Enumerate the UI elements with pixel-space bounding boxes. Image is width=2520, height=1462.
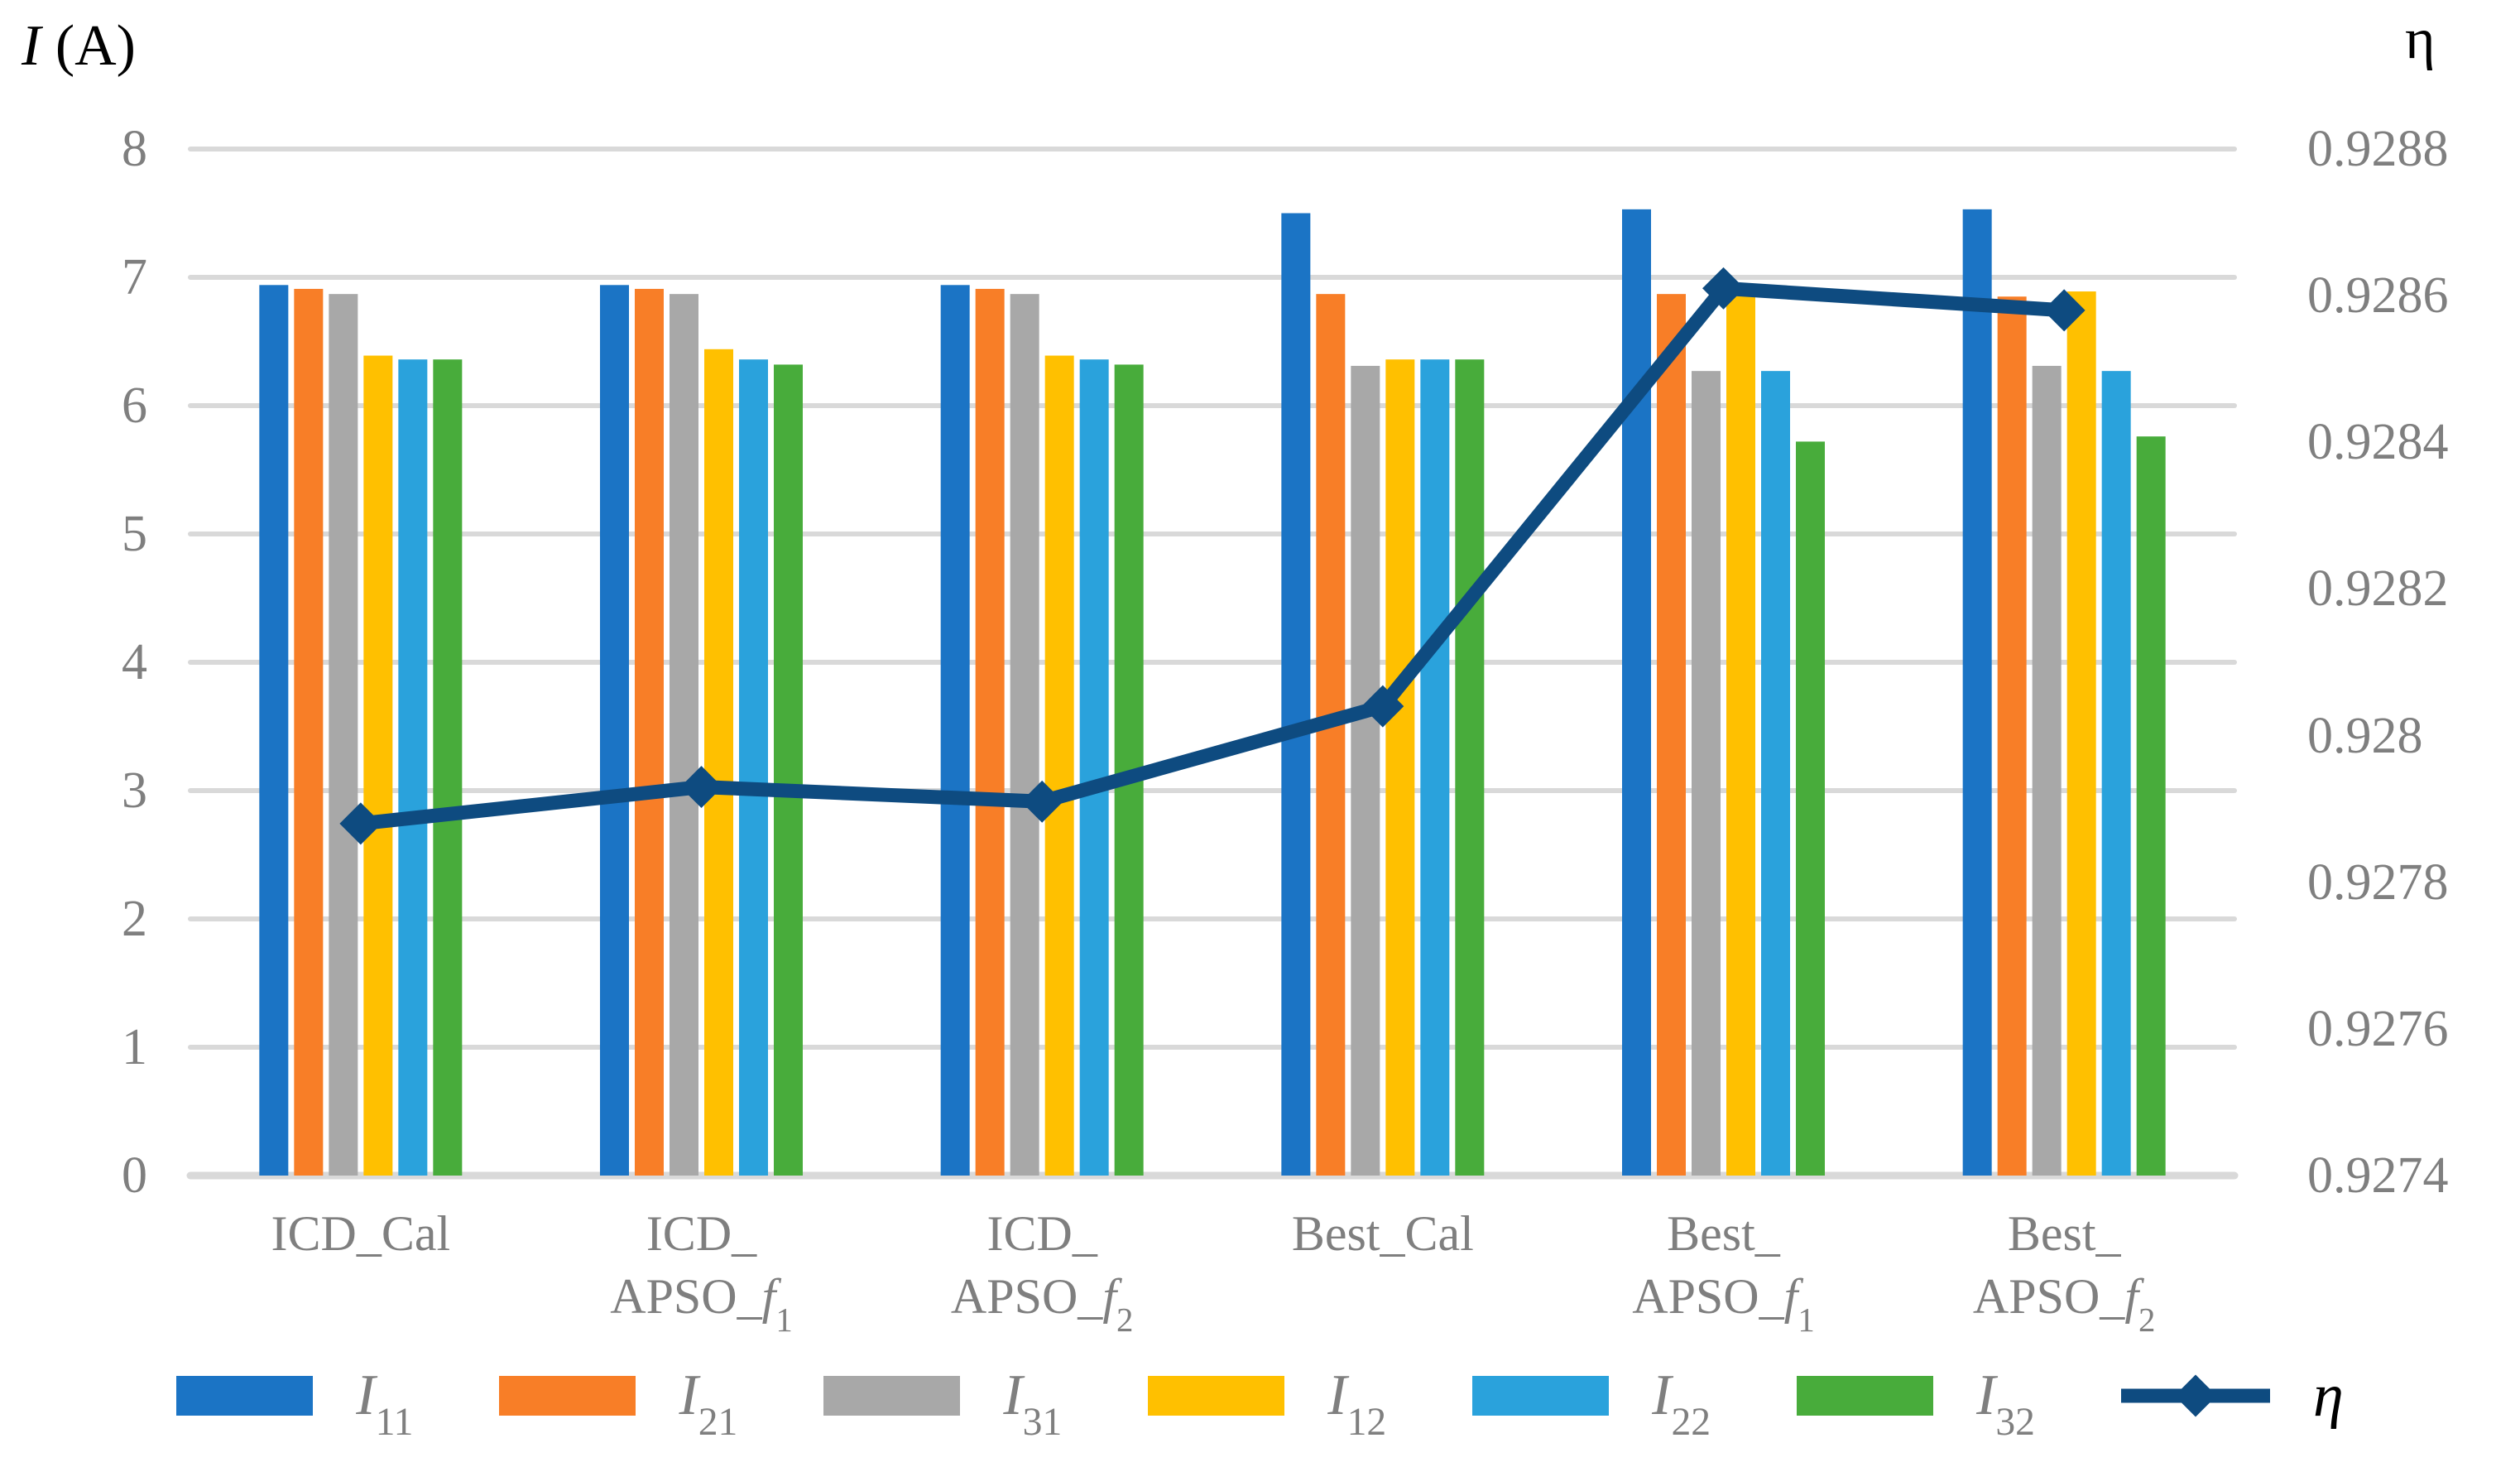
bar-I11-Best_APSO_f1 (1622, 209, 1651, 1176)
bar-I11-ICD_Cal (259, 285, 289, 1176)
bar-I11-ICD_APSO_f1 (600, 285, 629, 1176)
right-axis-title: η (2405, 7, 2436, 71)
bar-I32-ICD_APSO_f1 (774, 364, 803, 1176)
category-label-ICD_APSO_f2: ICD_ APSO_f2 (950, 1206, 1134, 1339)
bar-I22-Best_APSO_f2 (2101, 371, 2131, 1176)
legend-label-eta: η (2312, 1362, 2344, 1430)
legend-item-I22: I22 (1472, 1363, 1711, 1445)
eta-line (359, 281, 2065, 831)
legend-swatch-I31 (823, 1376, 961, 1416)
left-axis-tick-3: 3 (122, 762, 147, 819)
legend-swatch-I22 (1472, 1376, 1610, 1416)
legend-label-I31: I31 (1003, 1363, 1063, 1445)
category-label-ICD_Cal: ICD_Cal (271, 1206, 451, 1261)
bar-I31-ICD_APSO_f2 (1010, 294, 1039, 1176)
bar-I22-Best_APSO_f1 (1761, 371, 1790, 1176)
bar-I31-Best_APSO_f2 (2032, 365, 2062, 1176)
left-axis-tick-8: 8 (122, 121, 147, 177)
bar-I32-Best_APSO_f2 (2136, 436, 2166, 1176)
bar-I31-ICD_Cal (329, 294, 358, 1176)
legend: I11 I21 I31 I12 I22 I32 η (0, 1362, 2520, 1445)
right-axis-tick-0.9274: 0.9274 (2307, 1147, 2449, 1204)
bar-series-layer (259, 209, 2166, 1176)
bar-I11-ICD_APSO_f2 (940, 285, 970, 1176)
bar-I21-ICD_APSO_f1 (635, 288, 664, 1176)
eta-marker-ICD_APSO_f1 (680, 766, 722, 809)
eta-marker-ICD_APSO_f2 (1020, 780, 1063, 823)
left-axis-tick-2: 2 (122, 891, 147, 947)
bar-I22-Best_Cal (1420, 359, 1450, 1176)
bar-I21-Best_APSO_f2 (1997, 296, 2027, 1176)
left-axis-tick-4: 4 (122, 634, 147, 690)
category-label-ICD_APSO_f1: ICD_ APSO_f1 (610, 1206, 793, 1339)
bar-I21-Best_APSO_f1 (1657, 294, 1686, 1176)
left-axis-tick-5: 5 (122, 506, 147, 562)
right-axis-tick-0.928: 0.928 (2307, 707, 2423, 764)
bar-I32-Best_Cal (1455, 359, 1485, 1176)
legend-swatch-I12 (1148, 1376, 1285, 1416)
left-axis-tick-7: 7 (122, 249, 147, 305)
bar-I11-Best_Cal (1281, 213, 1311, 1176)
legend-swatch-I11 (176, 1376, 314, 1416)
left-axis-tick-6: 6 (122, 378, 147, 434)
legend-label-I21: I21 (679, 1363, 738, 1445)
category-label-Best_APSO_f2: Best_ APSO_f2 (1972, 1206, 2156, 1339)
bar-I12-ICD_APSO_f2 (1044, 355, 1074, 1176)
bar-I31-Best_APSO_f1 (1692, 371, 1721, 1176)
left-axis-tick-0: 0 (122, 1147, 147, 1204)
legend-item-eta: η (2120, 1362, 2344, 1430)
category-label-Best_Cal: Best_Cal (1291, 1206, 1474, 1261)
right-axis-tick-0.9288: 0.9288 (2307, 121, 2449, 177)
eta-marker-Best_Cal (1361, 685, 1404, 728)
legend-label-I11: I11 (356, 1363, 414, 1445)
bar-I12-Best_APSO_f2 (2066, 291, 2096, 1176)
bar-I22-ICD_APSO_f1 (739, 359, 768, 1176)
bar-I12-Best_APSO_f1 (1726, 295, 1755, 1176)
bar-I22-ICD_Cal (398, 359, 428, 1176)
bar-I31-ICD_APSO_f1 (670, 294, 698, 1176)
bar-I21-Best_Cal (1316, 294, 1346, 1176)
legend-swatch-I32 (1797, 1376, 1934, 1416)
legend-item-I11: I11 (176, 1363, 414, 1445)
bar-I12-ICD_APSO_f1 (704, 349, 733, 1176)
legend-swatch-I21 (499, 1376, 636, 1416)
bar-I31-Best_Cal (1351, 365, 1380, 1176)
legend-item-I31: I31 (823, 1363, 1063, 1445)
legend-item-I12: I12 (1148, 1363, 1387, 1445)
bar-I12-ICD_Cal (363, 355, 393, 1176)
eta-marker-ICD_Cal (339, 802, 382, 845)
legend-label-I32: I32 (1976, 1363, 2035, 1445)
left-axis-tick-1: 1 (122, 1019, 147, 1075)
right-axis-tick-0.9284: 0.9284 (2307, 414, 2449, 471)
legend-item-I32: I32 (1797, 1363, 2035, 1445)
legend-label-I12: I12 (1327, 1363, 1387, 1445)
category-label-Best_APSO_f1: Best_ APSO_f1 (1632, 1206, 1815, 1339)
legend-label-I22: I22 (1652, 1363, 1711, 1445)
eta-line-layer (339, 267, 2086, 845)
legend-item-I21: I21 (499, 1363, 738, 1445)
bar-I21-ICD_Cal (294, 288, 324, 1176)
bar-I22-ICD_APSO_f2 (1079, 359, 1109, 1176)
right-axis-tick-0.9282: 0.9282 (2307, 560, 2449, 618)
bar-I21-ICD_APSO_f2 (975, 288, 1005, 1176)
legend-eta-marker (2120, 1364, 2270, 1427)
right-axis-tick-0.9276: 0.9276 (2307, 1000, 2449, 1057)
bar-I32-Best_APSO_f1 (1796, 441, 1825, 1176)
gridlines (186, 147, 2239, 1180)
right-axis-tick-0.9286: 0.9286 (2307, 267, 2449, 325)
bar-I11-Best_APSO_f2 (1962, 209, 1992, 1176)
bar-I12-Best_Cal (1385, 359, 1415, 1176)
left-axis-title: I (A) (22, 14, 136, 78)
right-axis-tick-0.9278: 0.9278 (2307, 854, 2449, 911)
bar-I32-ICD_Cal (433, 359, 463, 1176)
